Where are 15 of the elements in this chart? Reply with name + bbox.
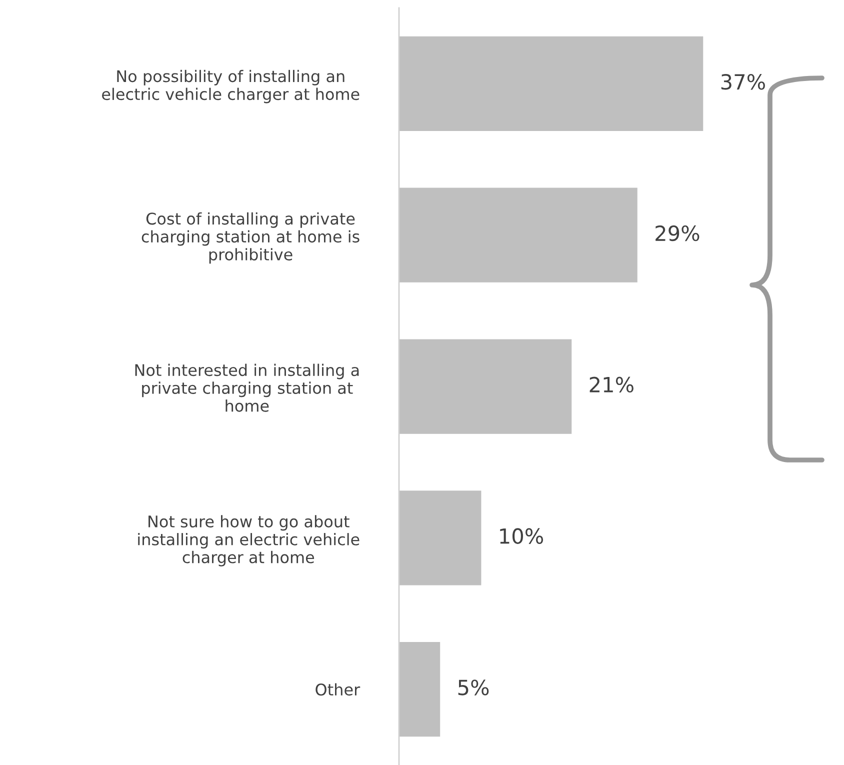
data-label: 21% (590, 376, 634, 393)
bar (399, 36, 704, 132)
y-tick-label: Not sure how to go about installing an electric vehicle charger at home (138, 515, 360, 566)
bar (399, 642, 440, 737)
bar (399, 188, 638, 282)
data-label: 5% (458, 680, 489, 696)
y-tick-label: Not interested in installing a private charging station at home (135, 364, 359, 412)
y-tick-label: Other (316, 683, 360, 696)
bar (399, 339, 572, 434)
data-label: 29% (656, 225, 700, 242)
y-tick-label: Cost of installing a private charging station at home is prohibitive (142, 212, 360, 264)
data-label: 37% (721, 74, 765, 90)
bar (399, 490, 482, 586)
data-label: 10% (500, 528, 544, 544)
y-tick-label: No possibility of installing an electric vehicle charger at home (102, 70, 360, 104)
